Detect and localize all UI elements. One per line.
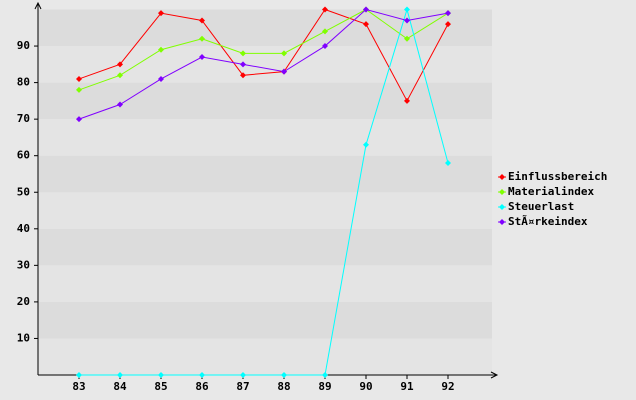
x-arrow bbox=[490, 371, 499, 379]
point bbox=[158, 372, 164, 378]
legend-label: Steuerlast bbox=[508, 200, 574, 213]
grid-band bbox=[38, 119, 492, 156]
point bbox=[322, 43, 328, 50]
x-tick-label: 85 bbox=[154, 380, 167, 393]
series-line bbox=[78, 8, 449, 102]
grid-band bbox=[38, 265, 492, 302]
point bbox=[117, 61, 123, 68]
point bbox=[404, 97, 410, 104]
y-tick-label: 40 bbox=[17, 222, 30, 235]
point bbox=[322, 6, 328, 13]
grid-band bbox=[38, 9, 492, 47]
point bbox=[445, 10, 451, 17]
grid-band bbox=[38, 155, 492, 193]
point bbox=[404, 35, 410, 42]
y-tick-label: 20 bbox=[17, 295, 30, 308]
grid-band bbox=[38, 82, 492, 120]
point bbox=[240, 372, 246, 378]
y-tick-label: 10 bbox=[17, 331, 30, 344]
point bbox=[445, 160, 451, 167]
x-tick-label: 90 bbox=[359, 380, 372, 393]
x-tick-label: 89 bbox=[318, 380, 331, 393]
point bbox=[158, 10, 164, 17]
legend-marker bbox=[499, 174, 505, 180]
point bbox=[117, 72, 123, 79]
legend-label: StÃ¤rkeindex bbox=[508, 215, 588, 228]
point bbox=[363, 21, 369, 28]
point bbox=[158, 46, 164, 53]
x-tick-label: 91 bbox=[400, 380, 414, 393]
point bbox=[76, 372, 82, 378]
point bbox=[199, 372, 205, 378]
y-tick-label: 50 bbox=[17, 185, 30, 198]
point bbox=[240, 50, 246, 57]
point bbox=[322, 28, 328, 35]
y-tick-label: 90 bbox=[17, 39, 30, 52]
x-tick-label: 88 bbox=[277, 380, 290, 393]
point bbox=[76, 86, 82, 93]
point bbox=[363, 141, 369, 148]
point bbox=[117, 101, 123, 108]
grid-band bbox=[38, 228, 492, 266]
x-tick-label: 83 bbox=[72, 380, 85, 393]
legend-marker bbox=[499, 219, 505, 225]
point bbox=[322, 372, 328, 378]
series-line bbox=[78, 8, 449, 120]
grid-band bbox=[38, 338, 492, 375]
point bbox=[158, 75, 164, 82]
point bbox=[240, 72, 246, 79]
point bbox=[281, 372, 287, 378]
legend-marker bbox=[499, 189, 505, 195]
y-tick-label: 80 bbox=[17, 76, 30, 89]
x-tick-label: 87 bbox=[236, 380, 249, 393]
grid-band bbox=[38, 301, 492, 339]
point bbox=[117, 372, 123, 378]
series-line bbox=[79, 7, 449, 376]
x-tick-label: 86 bbox=[195, 380, 209, 393]
point bbox=[404, 17, 410, 24]
grid-band bbox=[38, 192, 492, 229]
y-tick-label: 70 bbox=[17, 112, 30, 125]
point bbox=[281, 68, 287, 75]
point bbox=[281, 50, 287, 57]
point bbox=[199, 17, 205, 24]
point bbox=[76, 75, 82, 82]
point bbox=[363, 6, 369, 13]
point bbox=[445, 21, 451, 28]
series-line bbox=[78, 8, 449, 91]
point bbox=[199, 35, 205, 42]
legend-marker bbox=[499, 204, 505, 210]
point bbox=[404, 6, 410, 13]
x-tick-label: 92 bbox=[441, 380, 454, 393]
x-tick-label: 84 bbox=[113, 380, 127, 393]
point bbox=[76, 116, 82, 123]
y-arrow bbox=[34, 1, 42, 10]
legend-label: Materialindex bbox=[508, 185, 594, 198]
y-tick-label: 30 bbox=[17, 258, 30, 271]
point bbox=[240, 61, 246, 68]
grid-band bbox=[38, 46, 492, 83]
point bbox=[199, 54, 205, 61]
legend-label: Einflussbereich bbox=[508, 170, 607, 183]
y-tick-label: 60 bbox=[17, 149, 30, 162]
